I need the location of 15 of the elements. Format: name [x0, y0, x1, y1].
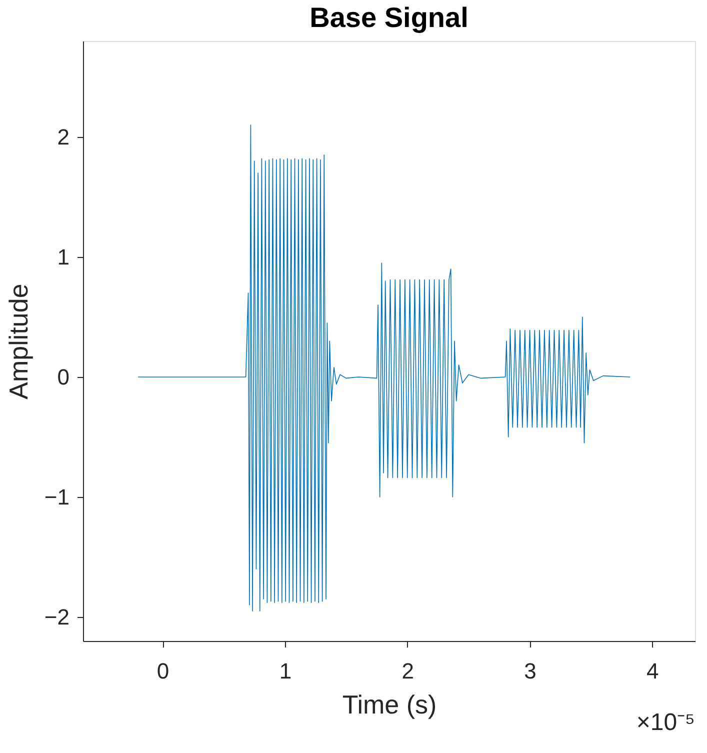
y-tick-label: 2 — [57, 124, 70, 150]
line-series — [138, 124, 631, 612]
y-tick-label: −2 — [44, 604, 70, 630]
chart-title: Base Signal — [310, 2, 468, 33]
x-tick-label: 2 — [402, 658, 414, 684]
text: ×10⁻⁵ — [636, 709, 695, 736]
y-axis-title: Amplitude — [3, 284, 34, 400]
y-tick-label: 0 — [57, 364, 70, 390]
x-tick-label: 3 — [524, 658, 536, 684]
y-tick-label: −1 — [44, 484, 70, 510]
x-tick-label: 0 — [156, 658, 170, 684]
x-tick-label: 1 — [279, 658, 292, 684]
x-axis-title: Time (s) — [342, 690, 437, 720]
y-tick-label: 1 — [57, 244, 70, 270]
x-tick-label: 4 — [646, 658, 659, 684]
